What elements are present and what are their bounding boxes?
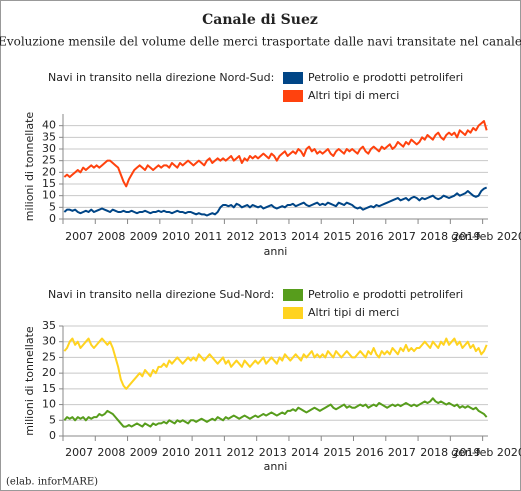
x-tick-label: 2008	[97, 230, 125, 243]
legend-swatch	[283, 72, 303, 84]
x-axis-label: anni	[264, 460, 288, 473]
legend-swatch	[283, 307, 303, 319]
y-tick-label: 15	[42, 382, 56, 395]
x-tick-label: 2017	[388, 230, 416, 243]
series-line	[63, 397, 488, 428]
subtitle: Evoluzione mensile del volume delle merc…	[0, 35, 521, 49]
x-tick-label: 2008	[97, 446, 125, 459]
legend-label: Altri tipi di merci	[308, 89, 399, 102]
y-tick-label: 30	[42, 142, 56, 155]
x-tick-label: gen-feb 2020	[451, 230, 521, 243]
x-tick-label: 2016	[356, 230, 384, 243]
x-tick-label: 2007	[65, 446, 93, 459]
y-tick-label: 35	[42, 319, 56, 332]
x-tick-label: 2019	[452, 230, 480, 243]
x-tick-label: 2013	[259, 230, 287, 243]
series-line	[63, 186, 488, 217]
series-line	[63, 120, 488, 188]
y-axis-label: milioni di tonnellate	[23, 112, 36, 222]
x-tick-label: 2012	[227, 446, 255, 459]
y-tick-label: 0	[49, 212, 56, 225]
legend-label: Petrolio e prodotti petroliferi	[308, 288, 463, 301]
legend-label: Petrolio e prodotti petroliferi	[308, 71, 463, 84]
y-tick-label: 5	[49, 413, 56, 426]
x-tick-label: 2015	[323, 230, 351, 243]
y-tick-label: 30	[42, 335, 56, 348]
y-tick-label: 5	[49, 200, 56, 213]
title: Canale di Suez	[202, 12, 318, 28]
x-tick-label: 2015	[323, 446, 351, 459]
y-tick-label: 35	[42, 130, 56, 143]
x-tick-label: 2010	[162, 446, 190, 459]
x-tick-label: 2011	[194, 446, 222, 459]
x-tick-label: 2009	[130, 446, 158, 459]
x-tick-label: 2014	[291, 230, 319, 243]
y-tick-label: 25	[42, 350, 56, 363]
note: (elab. inforMARE)	[6, 477, 98, 488]
y-tick-label: 40	[42, 119, 56, 132]
x-tick-label: 2019	[452, 446, 480, 459]
legend-title: Navi in transito nella direzione Nord-Su…	[48, 71, 274, 84]
x-tick-label: 2012	[227, 230, 255, 243]
y-axis-label: milioni di tonnellate	[23, 326, 36, 436]
legend-swatch	[283, 90, 303, 102]
x-tick-label: 2016	[356, 446, 384, 459]
x-tick-label: 2017	[388, 446, 416, 459]
x-tick-label: 2007	[65, 230, 93, 243]
y-tick-label: 25	[42, 154, 56, 167]
x-axis-label: anni	[264, 245, 288, 258]
legend-title: Navi in transito nella direzione Sud-Nor…	[48, 288, 274, 301]
x-tick-label: 2011	[194, 230, 222, 243]
y-tick-label: 10	[42, 189, 56, 202]
x-tick-label: 2018	[420, 446, 448, 459]
x-tick-label: 2014	[291, 446, 319, 459]
legend-swatch	[283, 289, 303, 301]
x-tick-label: 2013	[259, 446, 287, 459]
series-line	[63, 337, 488, 390]
y-tick-label: 15	[42, 177, 56, 190]
legend-label: Altri tipi di merci	[308, 306, 399, 319]
x-tick-label: 2009	[130, 230, 158, 243]
y-tick-label: 20	[42, 366, 56, 379]
x-tick-label: 2018	[420, 230, 448, 243]
x-tick-label: gen-feb 2020	[451, 446, 521, 459]
x-tick-label: 2010	[162, 230, 190, 243]
y-tick-label: 0	[49, 429, 56, 442]
y-tick-label: 10	[42, 398, 56, 411]
y-tick-label: 20	[42, 165, 56, 178]
